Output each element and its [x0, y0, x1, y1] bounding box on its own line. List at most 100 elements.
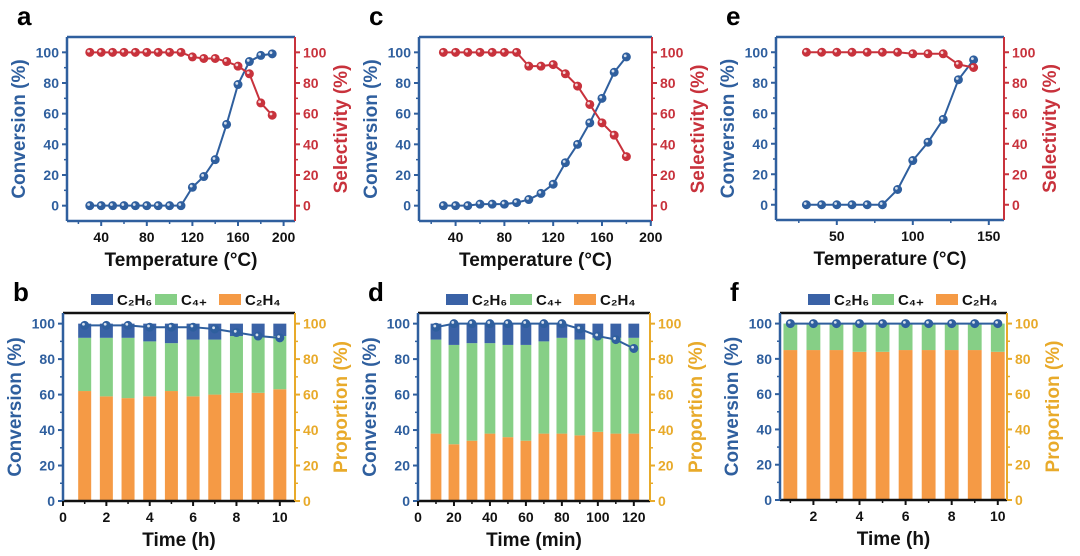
data-point-conversion: [831, 319, 841, 329]
bar-segment-c4plus: [574, 339, 586, 436]
data-point-highlight: [477, 49, 481, 53]
legend-swatch: [574, 294, 596, 305]
bar-segment-c2h4: [143, 396, 157, 501]
data-point-conversion: [253, 331, 263, 341]
x-tick-label: 200: [272, 229, 296, 245]
data-point-highlight: [574, 83, 578, 87]
data-point-conversion: [222, 119, 232, 129]
panel-label: d: [368, 277, 384, 307]
y-tick-label-right: 0: [303, 493, 311, 509]
bar-segment-c2h6: [273, 323, 287, 337]
data-point-conversion: [524, 195, 534, 205]
panel-c: c 0 0 20 20 40 40 60 60 80 80 100 100 40 80 120 160 200 Te…: [361, 1, 709, 271]
data-point-conversion: [187, 182, 197, 192]
y-tick-label-right: 20: [1015, 457, 1031, 473]
legend-label: C₂H₄: [245, 292, 280, 309]
bar-segment-c4plus: [484, 343, 496, 434]
data-point-conversion: [938, 114, 948, 124]
y-tick-label-right: 0: [658, 493, 666, 509]
data-point-highlight: [879, 320, 883, 324]
bar-segment-c4plus: [806, 323, 821, 351]
data-point-selectivity: [438, 47, 448, 57]
x-axis-label: Temperature (°C): [459, 250, 612, 271]
y-tick-label-right: 40: [660, 136, 676, 152]
bar-segment-c2h6: [466, 323, 478, 344]
y-axis-label-left: Conversion (%): [360, 337, 381, 476]
data-point-highlight: [613, 337, 617, 340]
data-point-highlight: [110, 49, 113, 53]
y-tick-label-right: 40: [303, 422, 319, 438]
y-tick-label-left: 60: [752, 105, 768, 121]
y-tick-label-right: 0: [1012, 197, 1020, 213]
data-point-selectivity: [222, 57, 232, 67]
data-point-highlight: [910, 157, 913, 161]
data-point-highlight: [523, 321, 527, 324]
y-tick-label-right: 40: [1012, 136, 1028, 152]
data-point-highlight: [623, 54, 627, 58]
series-line-conversion: [443, 56, 628, 207]
y-tick-label-right: 100: [1012, 44, 1036, 60]
legend-swatch: [91, 294, 113, 305]
bar-segment-c4plus: [143, 341, 157, 397]
y-axis-label-right: Proportion (%): [1043, 341, 1064, 473]
data-point-selectivity: [923, 49, 933, 59]
x-tick-label: 50: [829, 228, 845, 244]
data-point-highlight: [433, 324, 437, 328]
data-point-highlight: [574, 141, 578, 145]
data-point-selectivity: [862, 47, 872, 57]
y-tick-label-right: 0: [303, 198, 311, 214]
data-point-selectivity: [908, 49, 918, 59]
data-point-selectivity: [256, 98, 266, 108]
y-tick-label-right: 60: [660, 106, 676, 122]
y-tick-label-left: 100: [745, 44, 769, 60]
data-point-highlight: [269, 112, 273, 116]
data-point-conversion: [475, 199, 485, 209]
y-tick-label-right: 80: [1012, 75, 1028, 91]
y-tick-label-right: 80: [303, 75, 319, 91]
x-tick-label: 10: [990, 508, 1006, 524]
data-point-highlight: [233, 329, 237, 333]
data-point-conversion: [96, 201, 106, 211]
bar-segment-c4plus: [78, 337, 92, 392]
y-tick-label-left: 20: [395, 167, 411, 183]
data-point-conversion: [548, 179, 558, 189]
y-tick-label-right: 60: [1012, 105, 1028, 121]
data-point-highlight: [834, 202, 837, 205]
data-point-conversion: [785, 319, 795, 329]
series-line-conversion: [89, 52, 273, 207]
legend-swatch: [510, 294, 532, 305]
data-point-highlight: [833, 320, 837, 324]
y-tick-label-left: 80: [752, 75, 768, 91]
data-point-conversion: [611, 335, 621, 345]
data-point-highlight: [246, 58, 250, 62]
bar-segment-c2h4: [430, 433, 442, 501]
data-point-highlight: [224, 58, 227, 62]
bar-segment-c4plus: [944, 323, 959, 351]
x-axis-label: Time (min): [486, 530, 582, 551]
data-point-selectivity: [499, 47, 509, 57]
x-tick-label: 6: [902, 508, 910, 524]
data-point-highlight: [246, 71, 250, 74]
data-point-highlight: [949, 320, 952, 324]
bar-segment-c2h4: [164, 391, 178, 501]
bar-segment-c4plus: [852, 323, 867, 352]
data-point-highlight: [465, 203, 468, 206]
data-point-conversion: [165, 201, 175, 211]
y-tick-label-right: 100: [658, 316, 682, 332]
data-point-highlight: [469, 321, 473, 324]
legend-swatch: [219, 294, 241, 305]
data-point-conversion: [188, 322, 198, 332]
data-point-highlight: [562, 160, 566, 163]
y-tick-label-left: 100: [388, 44, 412, 60]
data-point-selectivity: [153, 47, 163, 57]
y-tick-label-left: 40: [43, 136, 59, 152]
bar-segment-c2h4: [556, 433, 568, 501]
y-tick-label-left: 20: [39, 458, 55, 474]
data-point-selectivity: [524, 61, 534, 71]
y-tick-label-left: 80: [39, 351, 55, 367]
data-point-conversion: [573, 139, 583, 149]
data-point-highlight: [895, 49, 898, 53]
data-point-highlight: [849, 49, 853, 53]
bar-segment-c4plus: [556, 337, 568, 434]
data-point-highlight: [440, 49, 444, 53]
